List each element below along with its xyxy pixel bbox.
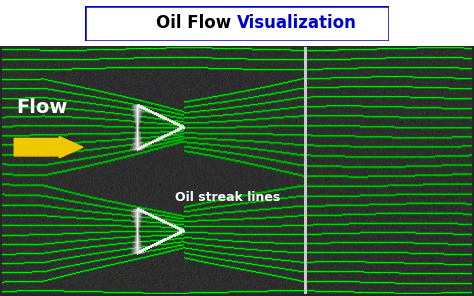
- Text: Oil Flow: Oil Flow: [156, 15, 237, 32]
- Text: Visualization: Visualization: [237, 15, 357, 32]
- Text: Flow: Flow: [17, 98, 68, 118]
- Text: Oil streak lines: Oil streak lines: [175, 191, 281, 204]
- FancyArrow shape: [14, 136, 83, 158]
